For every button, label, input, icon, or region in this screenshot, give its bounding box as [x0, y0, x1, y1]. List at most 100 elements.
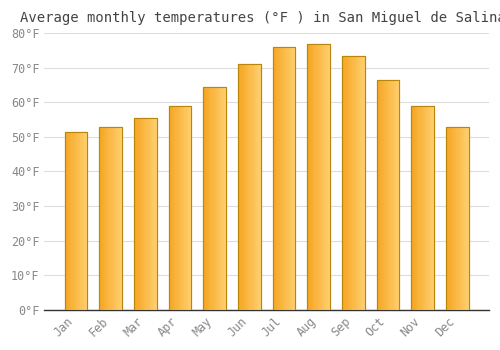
Bar: [176, 106, 178, 310]
Bar: [78, 132, 80, 310]
Bar: [64, 132, 66, 310]
Bar: [154, 118, 156, 310]
Bar: [389, 80, 390, 310]
Bar: [66, 132, 67, 310]
Bar: [140, 118, 141, 310]
Bar: [69, 132, 70, 310]
Bar: [64, 132, 87, 310]
Bar: [412, 106, 434, 310]
Bar: [426, 106, 427, 310]
Bar: [354, 56, 356, 310]
Bar: [377, 80, 378, 310]
Bar: [208, 87, 209, 310]
Bar: [181, 106, 182, 310]
Bar: [248, 64, 250, 310]
Bar: [420, 106, 422, 310]
Bar: [430, 106, 432, 310]
Bar: [204, 87, 206, 310]
Bar: [68, 132, 69, 310]
Bar: [115, 127, 116, 310]
Bar: [238, 64, 260, 310]
Bar: [255, 64, 256, 310]
Bar: [456, 127, 458, 310]
Bar: [134, 118, 156, 310]
Bar: [386, 80, 387, 310]
Bar: [412, 106, 434, 310]
Bar: [390, 80, 392, 310]
Bar: [416, 106, 417, 310]
Bar: [82, 132, 84, 310]
Bar: [396, 80, 397, 310]
Bar: [219, 87, 220, 310]
Bar: [342, 56, 343, 310]
Bar: [466, 127, 468, 310]
Bar: [398, 80, 400, 310]
Bar: [293, 47, 294, 310]
Bar: [461, 127, 462, 310]
Bar: [323, 44, 324, 310]
Bar: [216, 87, 217, 310]
Bar: [351, 56, 352, 310]
Bar: [134, 118, 135, 310]
Bar: [463, 127, 464, 310]
Bar: [308, 44, 330, 310]
Bar: [453, 127, 454, 310]
Bar: [224, 87, 225, 310]
Bar: [329, 44, 330, 310]
Bar: [377, 80, 400, 310]
Bar: [209, 87, 210, 310]
Bar: [387, 80, 388, 310]
Bar: [321, 44, 322, 310]
Bar: [150, 118, 151, 310]
Bar: [316, 44, 318, 310]
Bar: [247, 64, 248, 310]
Bar: [378, 80, 379, 310]
Bar: [246, 64, 247, 310]
Bar: [218, 87, 219, 310]
Bar: [322, 44, 323, 310]
Bar: [388, 80, 389, 310]
Bar: [214, 87, 216, 310]
Bar: [358, 56, 359, 310]
Bar: [357, 56, 358, 310]
Bar: [417, 106, 418, 310]
Bar: [64, 132, 87, 310]
Bar: [134, 118, 156, 310]
Bar: [294, 47, 296, 310]
Bar: [136, 118, 138, 310]
Bar: [120, 127, 121, 310]
Bar: [257, 64, 258, 310]
Bar: [314, 44, 316, 310]
Bar: [318, 44, 320, 310]
Bar: [245, 64, 246, 310]
Bar: [210, 87, 212, 310]
Bar: [238, 64, 239, 310]
Bar: [110, 127, 112, 310]
Bar: [171, 106, 172, 310]
Bar: [256, 64, 257, 310]
Bar: [272, 47, 274, 310]
Bar: [346, 56, 348, 310]
Bar: [343, 56, 344, 310]
Bar: [342, 56, 364, 310]
Bar: [418, 106, 420, 310]
Bar: [428, 106, 430, 310]
Bar: [116, 127, 117, 310]
Bar: [204, 87, 226, 310]
Bar: [446, 127, 448, 310]
Bar: [275, 47, 276, 310]
Bar: [446, 127, 468, 310]
Bar: [344, 56, 346, 310]
Bar: [74, 132, 75, 310]
Bar: [414, 106, 415, 310]
Bar: [342, 56, 364, 310]
Bar: [138, 118, 140, 310]
Bar: [274, 47, 275, 310]
Bar: [349, 56, 350, 310]
Bar: [212, 87, 214, 310]
Bar: [284, 47, 285, 310]
Bar: [112, 127, 113, 310]
Bar: [382, 80, 384, 310]
Bar: [240, 64, 242, 310]
Bar: [106, 127, 107, 310]
